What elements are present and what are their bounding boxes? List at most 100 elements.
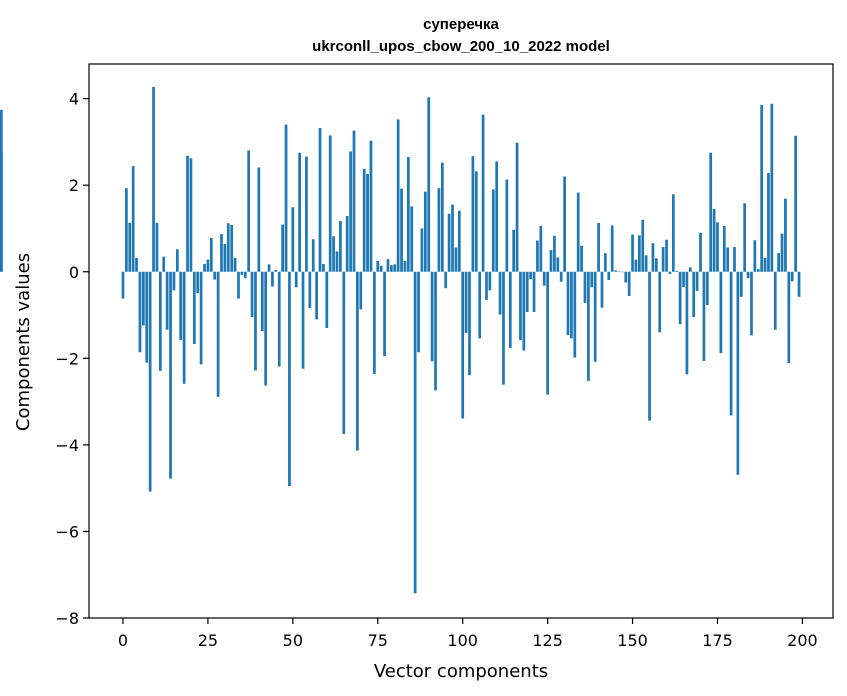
bar [366,173,369,272]
y-tick-label: 4 [69,90,79,109]
bar [233,257,237,272]
bar [767,173,770,272]
bar [206,259,210,272]
bar [145,271,149,363]
bar [784,198,787,272]
bar [716,222,719,272]
bar [322,263,325,272]
bar [505,179,509,272]
bar [172,271,176,291]
bar [437,188,441,272]
x-axis-label: Vector components [374,661,548,682]
bar [549,250,553,272]
bar [311,239,315,272]
bar [777,253,780,272]
bar [352,130,356,272]
bar [668,271,672,274]
bar [359,271,363,310]
bar [610,225,614,272]
bar [468,271,471,376]
bar [770,103,774,272]
bar [254,271,257,371]
bar [216,271,220,397]
y-tick-label: −8 [55,609,79,628]
bar [196,271,200,293]
y-tick-label: −4 [55,436,79,455]
bar [406,157,410,272]
bar [125,188,128,272]
bar [648,271,651,421]
bar [461,271,465,419]
x-tick-label: 50 [283,631,303,650]
bar [495,161,499,272]
bar [750,271,753,336]
x-tick-label: 75 [368,631,388,650]
bar [525,271,529,312]
bar [797,271,801,297]
chart-subtitle: ukrconll_upos_cbow_200_10_2022 model [312,38,610,55]
bar [182,271,186,384]
x-tick-label: 175 [702,631,733,650]
bar [284,124,288,272]
bar [536,240,539,272]
bar [661,247,665,272]
bar [593,271,597,362]
bar [237,271,240,299]
bar [729,271,733,416]
bar [390,265,393,272]
x-tick-label: 200 [787,631,818,650]
bar [665,239,668,272]
bar [379,265,383,272]
bar [250,271,254,318]
bar [658,271,662,333]
bar [308,271,312,309]
y-tick-label: −2 [55,349,79,368]
bar [553,235,556,272]
bar [634,259,638,272]
bar [576,192,580,272]
x-axis-ticks: 0 25 50 75 100 125 150 175 200 [118,618,818,650]
bar [570,271,573,339]
bar [790,271,794,282]
bar [128,222,132,272]
bar [369,140,373,272]
bar [563,176,566,272]
bar [614,270,617,272]
bar [739,271,743,297]
bar [209,237,213,272]
plot-frame [88,63,834,619]
bar [383,271,386,357]
bar [699,232,702,272]
bar [400,188,403,272]
chart-title: суперечка [423,16,499,33]
bar [539,225,543,272]
y-tick-label: 2 [69,176,79,195]
bar [474,171,478,272]
bar [580,245,583,272]
bar [695,271,699,291]
bar [403,260,407,272]
bar [0,109,3,272]
bar [688,267,692,272]
bar [671,194,675,272]
bar [420,228,424,272]
bar [240,271,244,275]
bar [288,271,291,486]
bar [131,166,135,272]
bar [260,271,264,332]
bar [213,271,217,280]
bar [281,224,284,272]
bar [328,135,332,272]
bar [787,271,791,364]
bar [471,156,475,272]
bar [155,222,159,272]
bar [434,271,437,391]
x-tick-label: 0 [118,631,128,650]
bar [641,219,645,272]
bar [447,213,451,272]
bar [627,271,631,296]
bar [763,257,767,272]
bar [709,152,713,272]
bar [152,86,155,272]
bar [332,236,335,272]
